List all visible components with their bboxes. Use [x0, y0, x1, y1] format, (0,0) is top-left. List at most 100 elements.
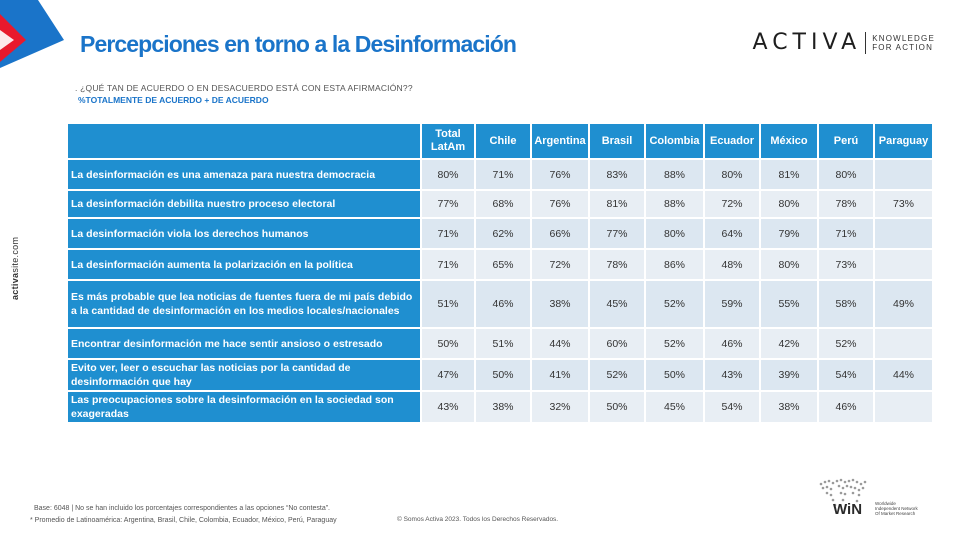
value-cell: 80% — [819, 160, 873, 189]
brand-divider — [865, 31, 867, 54]
value-cell: 62% — [476, 219, 530, 248]
value-cell: 46% — [476, 281, 530, 327]
brand-name: ACTIVA — [752, 30, 862, 55]
column-header: México — [761, 124, 817, 158]
value-cell: 54% — [819, 360, 873, 390]
value-cell: 73% — [875, 191, 932, 217]
value-cell: 81% — [761, 160, 817, 189]
value-cell: 80% — [646, 219, 703, 248]
activa-brand-logo: ACTIVA KNOWLEDGE FOR ACTION — [753, 30, 935, 55]
value-cell: 38% — [532, 281, 588, 327]
value-cell: 78% — [819, 191, 873, 217]
value-cell: 45% — [590, 281, 644, 327]
page-title: Percepciones en torno a la Desinformació… — [80, 31, 517, 57]
column-header-line1: Paraguay — [878, 134, 929, 147]
value-cell: 88% — [646, 191, 703, 217]
win-logo-line1: Worldwide — [875, 501, 896, 506]
value-cell: 52% — [646, 329, 703, 358]
value-cell: 39% — [761, 360, 817, 390]
value-cell: 43% — [705, 360, 759, 390]
win-logo-line3: Of Market Research — [875, 511, 916, 516]
table-row: La desinformación viola los derechos hum… — [68, 219, 932, 248]
side-url-rest: site.com — [10, 236, 20, 273]
table-row: La desinformación debilita nuestro proce… — [68, 191, 932, 217]
value-cell: 51% — [422, 281, 474, 327]
value-cell: 46% — [705, 329, 759, 358]
value-cell: 86% — [646, 250, 703, 279]
value-cell: 80% — [761, 250, 817, 279]
value-cell: 54% — [705, 392, 759, 422]
value-cell: 50% — [476, 360, 530, 390]
win-network-logo-icon: WiN Worldwide Independent Network Of Mar… — [819, 478, 919, 518]
column-header-line2: LatAm — [430, 141, 466, 153]
value-cell: 83% — [590, 160, 644, 189]
value-cell: 71% — [819, 219, 873, 248]
value-cell: 81% — [590, 191, 644, 217]
side-url-bold: activa — [10, 272, 20, 300]
value-cell: 72% — [532, 250, 588, 279]
value-cell: 50% — [422, 329, 474, 358]
win-logo-line2: Independent Network — [875, 506, 919, 511]
value-cell: 65% — [476, 250, 530, 279]
value-cell: 78% — [590, 250, 644, 279]
row-statement-label: Encontrar desinformación me hace sentir … — [68, 329, 420, 358]
value-cell: 46% — [819, 392, 873, 422]
value-cell: 43% — [422, 392, 474, 422]
value-cell: 47% — [422, 360, 474, 390]
value-cell: 52% — [590, 360, 644, 390]
row-statement-label: La desinformación aumenta la polarizació… — [68, 250, 420, 279]
row-statement-label: La desinformación viola los derechos hum… — [68, 219, 420, 248]
table-row: La desinformación es una amenaza para nu… — [68, 160, 932, 189]
value-cell: 80% — [761, 191, 817, 217]
value-cell — [875, 160, 932, 189]
value-cell: 50% — [646, 360, 703, 390]
table-row: Las preocupaciones sobre la desinformaci… — [68, 392, 932, 422]
row-statement-label: Evito ver, leer o escuchar las noticias … — [68, 360, 420, 390]
column-header-line1: Ecuador — [709, 134, 754, 147]
footer-copyright: © Somos Activa 2023. Todos los Derechos … — [397, 516, 559, 523]
value-cell — [875, 392, 932, 422]
value-cell: 64% — [705, 219, 759, 248]
value-cell: 38% — [761, 392, 817, 422]
header-corner — [68, 124, 420, 158]
footer-base-note: Base: 6048 | No se han incluido los porc… — [34, 505, 330, 512]
value-cell: 77% — [422, 191, 474, 217]
value-cell: 51% — [476, 329, 530, 358]
value-cell: 88% — [646, 160, 703, 189]
survey-question: . ¿QUÉ TAN DE ACUERDO O EN DESACUERDO ES… — [75, 83, 413, 93]
side-website-label: activasite.com — [10, 237, 20, 300]
column-header-line1: Brasil — [601, 134, 633, 147]
value-cell: 49% — [875, 281, 932, 327]
value-cell: 71% — [422, 219, 474, 248]
value-cell: 80% — [705, 160, 759, 189]
brand-tagline-line2: FOR ACTION — [872, 42, 934, 52]
value-cell: 79% — [761, 219, 817, 248]
value-cell: 76% — [532, 160, 588, 189]
measure-subtitle: %TOTALMENTE DE ACUERDO + DE ACUERDO — [78, 95, 269, 105]
column-header-line1: Total — [435, 128, 461, 140]
column-header: Colombia — [646, 124, 703, 158]
column-header: Perú — [819, 124, 873, 158]
value-cell: 80% — [422, 160, 474, 189]
activa-corner-logo-icon — [0, 0, 64, 68]
value-cell: 44% — [875, 360, 932, 390]
value-cell: 58% — [819, 281, 873, 327]
brand-tagline: KNOWLEDGE FOR ACTION — [872, 34, 935, 52]
column-header-line1: Perú — [833, 134, 859, 147]
table-row: La desinformación aumenta la polarizació… — [68, 250, 932, 279]
value-cell: 68% — [476, 191, 530, 217]
value-cell: 72% — [705, 191, 759, 217]
column-header: Argentina — [532, 124, 588, 158]
row-statement-label: La desinformación es una amenaza para nu… — [68, 160, 420, 189]
table-header-row: Total LatAm Chile Argentina Brasil Colombia Ec… — [68, 124, 932, 158]
value-cell: 48% — [705, 250, 759, 279]
value-cell: 50% — [590, 392, 644, 422]
results-table: Total LatAm Chile Argentina Brasil Colombia Ec… — [66, 122, 934, 424]
row-statement-label: Es más probable que lea noticias de fuen… — [68, 281, 420, 327]
value-cell: 32% — [532, 392, 588, 422]
footer-average-note: * Promedio de Latinoamérica: Argentina, … — [30, 517, 337, 524]
row-statement-label: Las preocupaciones sobre la desinformaci… — [68, 392, 420, 422]
column-header: Total LatAm — [422, 124, 474, 158]
column-header-line1: México — [770, 134, 808, 147]
column-header-line1: Chile — [489, 134, 517, 147]
